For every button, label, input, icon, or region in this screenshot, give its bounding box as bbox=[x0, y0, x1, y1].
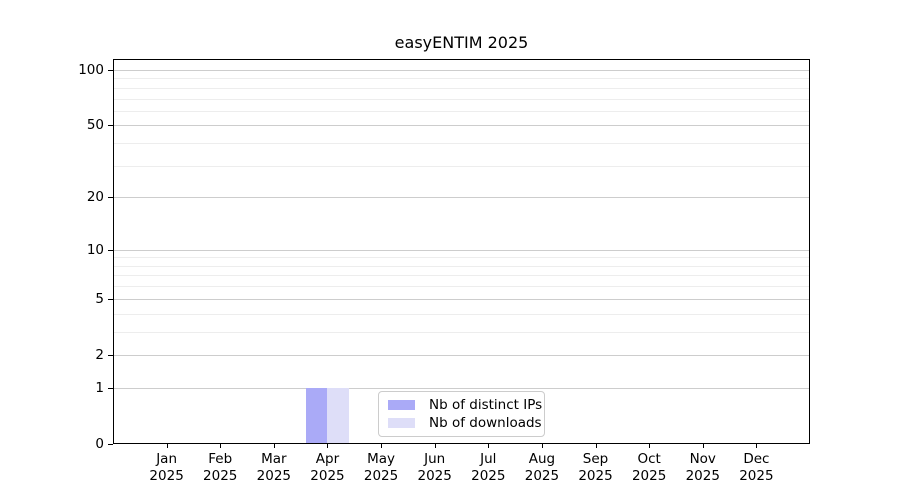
legend-item: Nb of downloads bbox=[388, 415, 542, 431]
y-major-gridline bbox=[114, 298, 809, 300]
y-tick-label: 20 bbox=[86, 189, 104, 206]
y-tick bbox=[108, 70, 113, 71]
x-tick-label: Aug 2025 bbox=[524, 451, 560, 484]
legend: Nb of distinct IPs Nb of downloads bbox=[378, 391, 545, 437]
x-tick-label: Apr 2025 bbox=[310, 451, 345, 484]
y-tick-label: 2 bbox=[95, 346, 104, 363]
x-tick bbox=[541, 444, 543, 448]
plot-area bbox=[113, 59, 810, 444]
x-tick-label: Jun 2025 bbox=[417, 451, 452, 484]
legend-label: Nb of downloads bbox=[429, 415, 542, 432]
y-tick-label: 0 bbox=[95, 436, 104, 452]
y-minor-gridline bbox=[114, 98, 809, 100]
y-major-gridline bbox=[114, 249, 809, 251]
legend-swatch bbox=[388, 418, 415, 429]
x-tick bbox=[595, 444, 597, 448]
y-tick-label: 10 bbox=[86, 241, 104, 258]
x-tick bbox=[649, 444, 651, 448]
y-minor-gridline bbox=[114, 165, 809, 167]
x-tick bbox=[381, 444, 383, 448]
y-tick bbox=[108, 125, 113, 127]
bar-nb-of-distinct-ips bbox=[305, 387, 328, 443]
y-tick bbox=[108, 444, 113, 445]
y-tick bbox=[108, 354, 113, 356]
y-minor-gridline bbox=[114, 313, 809, 315]
y-minor-gridline bbox=[114, 110, 809, 112]
x-tick bbox=[273, 444, 275, 448]
bar-nb-of-downloads bbox=[327, 387, 349, 443]
x-tick-label: Jan 2025 bbox=[149, 451, 184, 484]
x-tick-label: Oct 2025 bbox=[631, 451, 667, 484]
y-tick bbox=[108, 298, 113, 300]
x-tick bbox=[166, 444, 168, 448]
y-minor-gridline bbox=[114, 286, 809, 288]
y-tick-label: 50 bbox=[86, 117, 104, 134]
legend-swatch bbox=[388, 399, 415, 410]
x-tick bbox=[488, 444, 490, 448]
x-tick bbox=[702, 444, 704, 448]
x-tick-label: Feb 2025 bbox=[203, 451, 238, 484]
x-tick bbox=[434, 444, 436, 448]
x-tick bbox=[327, 444, 329, 448]
y-minor-gridline bbox=[114, 87, 809, 89]
y-minor-gridline bbox=[114, 143, 809, 145]
y-major-gridline bbox=[114, 354, 809, 356]
y-tick bbox=[108, 387, 113, 389]
legend-item: Nb of distinct IPs bbox=[388, 397, 542, 413]
chart-title: easyENTIM 2025 bbox=[394, 33, 529, 52]
y-tick bbox=[108, 197, 113, 199]
x-tick-label: Sep 2025 bbox=[578, 451, 613, 484]
y-major-gridline bbox=[114, 387, 809, 389]
y-tick-label: 100 bbox=[78, 62, 104, 78]
y-major-gridline bbox=[114, 125, 809, 127]
y-major-gridline bbox=[114, 197, 809, 199]
y-minor-gridline bbox=[114, 331, 809, 333]
y-tick-label: 5 bbox=[95, 290, 104, 307]
x-tick-label: Nov 2025 bbox=[685, 451, 720, 484]
x-tick-label: Mar 2025 bbox=[256, 451, 292, 484]
y-tick bbox=[108, 249, 113, 251]
x-tick-label: Dec 2025 bbox=[739, 451, 774, 484]
x-tick bbox=[220, 444, 222, 448]
y-minor-gridline bbox=[114, 78, 809, 80]
x-tick bbox=[756, 444, 758, 448]
y-major-gridline bbox=[114, 70, 809, 71]
x-tick-label: May 2025 bbox=[363, 451, 399, 484]
y-minor-gridline bbox=[114, 265, 809, 267]
legend-label: Nb of distinct IPs bbox=[429, 396, 543, 413]
y-minor-gridline bbox=[114, 257, 809, 259]
y-tick-label: 1 bbox=[95, 379, 104, 396]
y-minor-gridline bbox=[114, 275, 809, 277]
x-tick-label: Jul 2025 bbox=[471, 451, 506, 484]
